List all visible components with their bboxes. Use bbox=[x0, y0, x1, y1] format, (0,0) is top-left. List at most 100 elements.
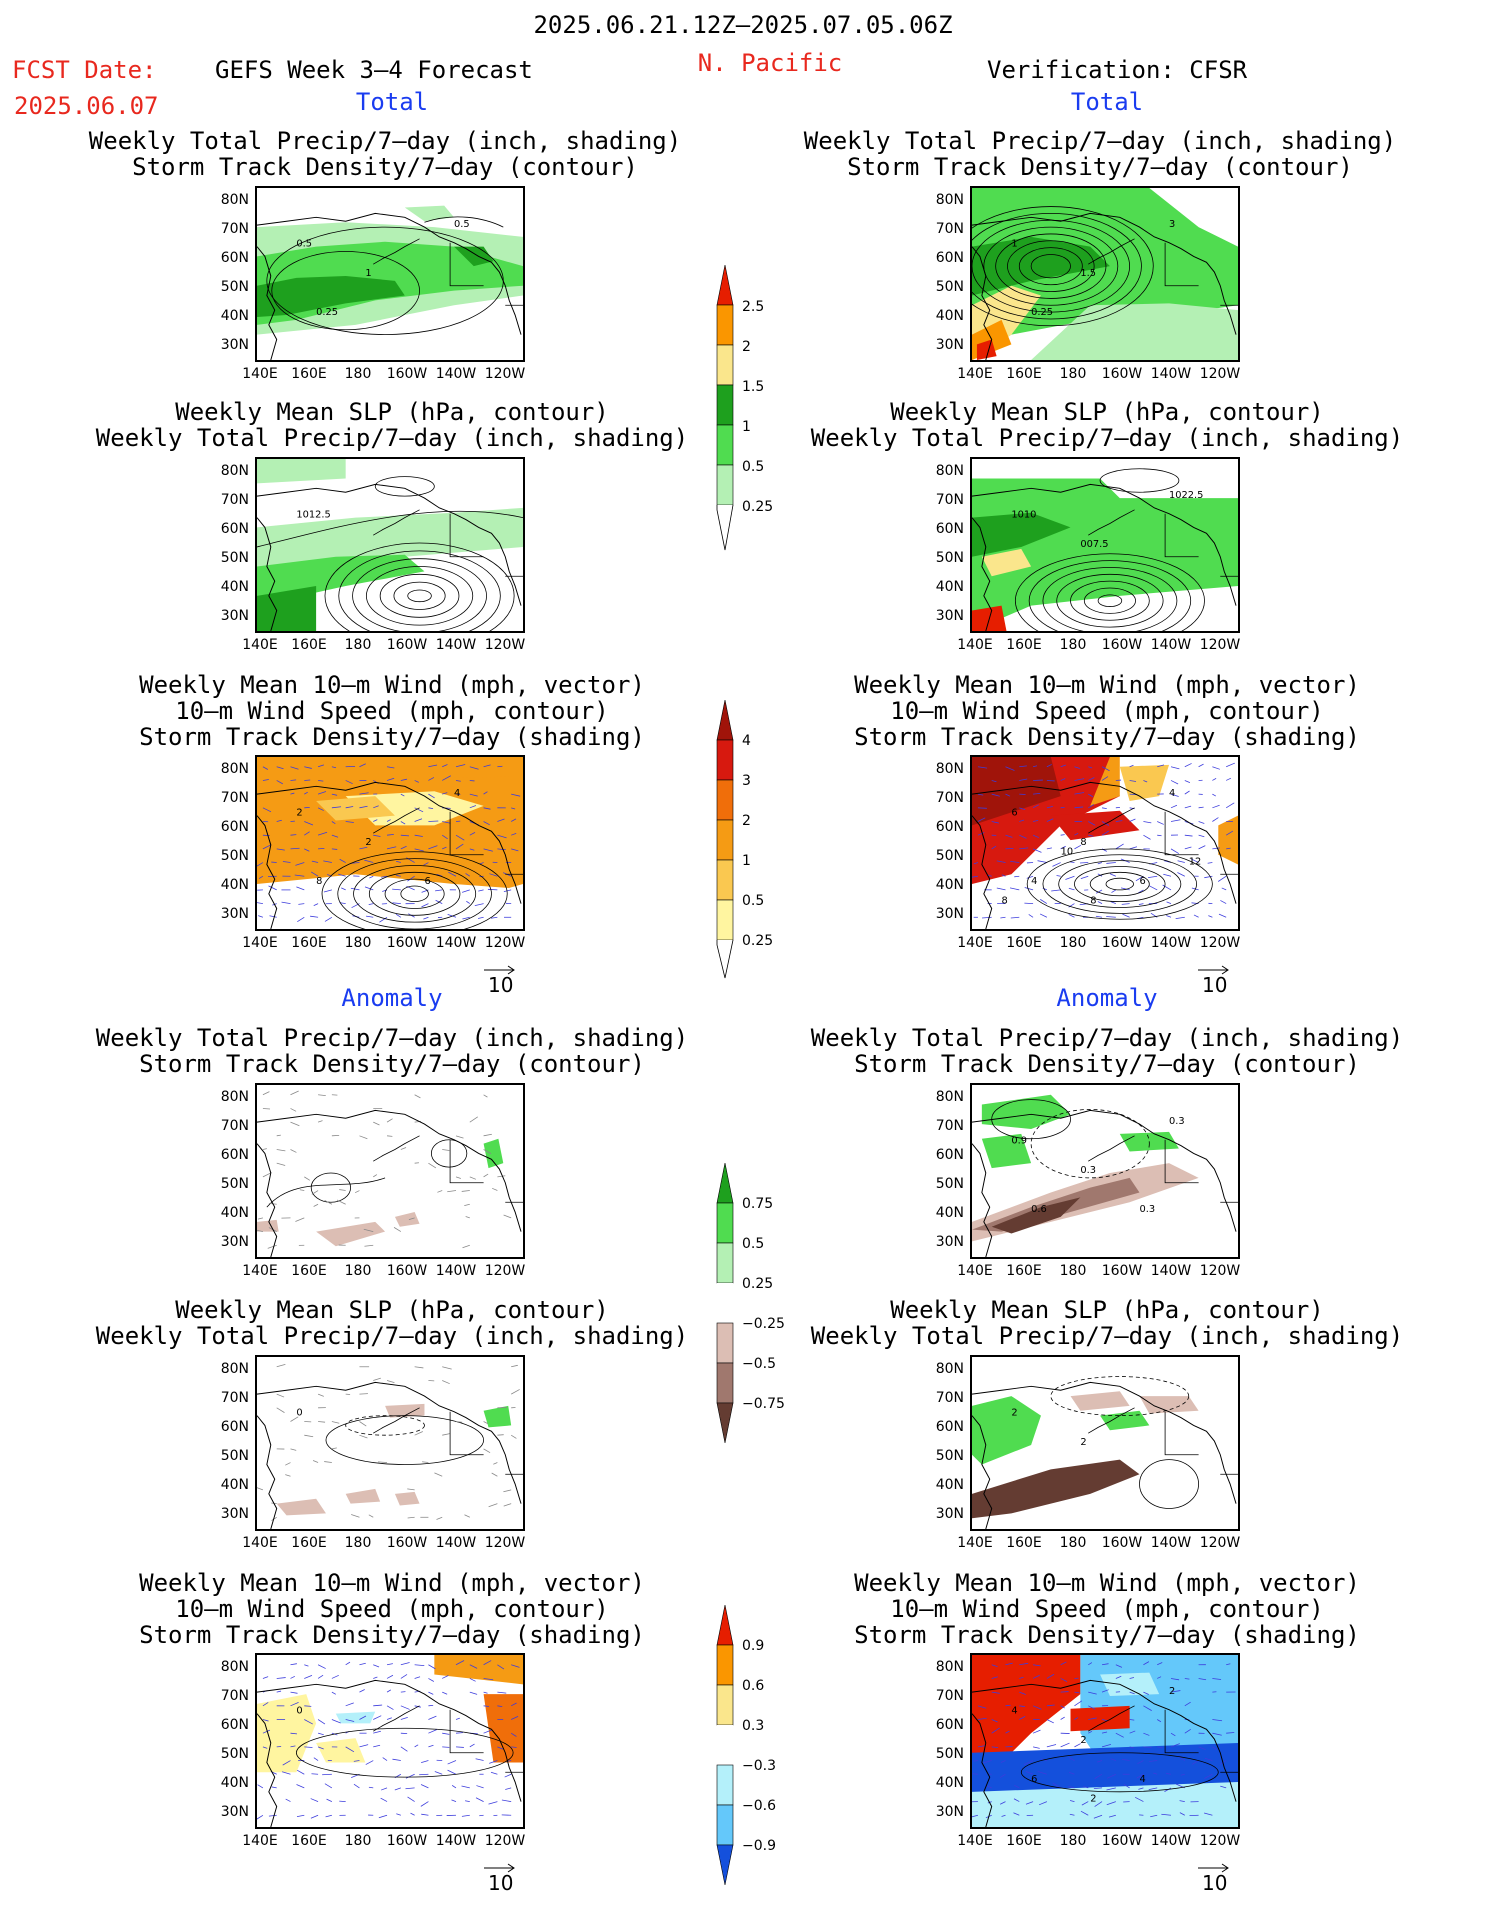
lon-tick-label: 160W bbox=[1101, 637, 1143, 653]
map-panel: 0 bbox=[255, 1355, 525, 1531]
colorbar-label: 2.5 bbox=[742, 299, 765, 315]
lat-tick-label: 30N bbox=[220, 906, 249, 922]
contour-label: 12 bbox=[1189, 857, 1202, 868]
map-plot: 0.5 1 0.5 0.25 bbox=[257, 205, 523, 360]
lon-tick-label: 140W bbox=[1150, 1535, 1192, 1551]
map-plot: 1 1.5 3 0.25 bbox=[972, 188, 1238, 360]
lon-tick-label: 160W bbox=[386, 935, 428, 951]
contour-label: 1012.5 bbox=[296, 510, 330, 521]
lat-tick-label: 70N bbox=[220, 1118, 249, 1134]
lon-tick-label: 160E bbox=[1006, 637, 1042, 653]
lon-tick-label: 180 bbox=[1059, 1263, 1087, 1279]
lon-tick-label: 160E bbox=[1006, 1263, 1042, 1279]
contour-label: 6 bbox=[1011, 808, 1017, 819]
contour-label: 6 bbox=[1031, 1774, 1037, 1785]
contour-label: 0 bbox=[296, 1706, 302, 1717]
colorbar-label: 0.25 bbox=[742, 933, 774, 949]
lon-tick-label: 140E bbox=[957, 637, 993, 653]
vector-reference-label: 10 bbox=[1202, 973, 1228, 997]
lon-tick-label: 160W bbox=[386, 366, 428, 382]
lat-tick-label: 60N bbox=[220, 1717, 249, 1733]
lat-tick-label: 30N bbox=[220, 1506, 249, 1522]
lon-tick-label: 180 bbox=[344, 935, 372, 951]
contour-label: 0.3 bbox=[1139, 1204, 1155, 1215]
section-anomaly-left: Anomaly bbox=[341, 984, 443, 1012]
panel-title: Weekly Mean SLP (hPa, contour) Weekly Tot… bbox=[95, 1296, 689, 1350]
lat-tick-label: 70N bbox=[935, 1390, 964, 1406]
section-anomaly-right: Anomaly bbox=[1056, 984, 1158, 1012]
lon-tick-label: 160W bbox=[1101, 1535, 1143, 1551]
map-plot: 0 bbox=[257, 1655, 523, 1827]
lon-tick-label: 140E bbox=[242, 1833, 278, 1849]
lon-tick-label: 140E bbox=[242, 1535, 278, 1551]
lat-tick-label: 30N bbox=[220, 1804, 249, 1820]
lat-tick-label: 60N bbox=[220, 1147, 249, 1163]
colorbar-track-total bbox=[716, 700, 734, 979]
lat-tick-label: 50N bbox=[220, 1448, 249, 1464]
lat-tick-label: 30N bbox=[935, 906, 964, 922]
lat-tick-label: 70N bbox=[935, 1118, 964, 1134]
lon-tick-label: 160W bbox=[1101, 935, 1143, 951]
contour-label: 2 bbox=[365, 837, 371, 848]
map-panel bbox=[255, 1083, 525, 1259]
contour-label: 0 bbox=[296, 1408, 302, 1419]
lat-tick-label: 50N bbox=[935, 550, 964, 566]
lat-tick-label: 70N bbox=[220, 790, 249, 806]
lat-tick-label: 70N bbox=[935, 221, 964, 237]
lon-tick-label: 120W bbox=[484, 1263, 526, 1279]
contour-label: 8 bbox=[316, 876, 322, 887]
lon-tick-label: 160E bbox=[291, 637, 327, 653]
lon-tick-label: 160W bbox=[386, 1535, 428, 1551]
lat-tick-label: 60N bbox=[220, 521, 249, 537]
colorbar-label: 0.25 bbox=[742, 1276, 774, 1292]
lat-tick-label: 40N bbox=[220, 1205, 249, 1221]
lat-tick-label: 40N bbox=[935, 579, 964, 595]
lon-tick-label: 120W bbox=[1199, 1833, 1241, 1849]
colorbar-label: 0.25 bbox=[742, 499, 774, 515]
contour-label: 0.25 bbox=[316, 307, 338, 318]
vector-reference-arrow bbox=[1198, 1863, 1229, 1873]
lat-tick-label: 70N bbox=[220, 1390, 249, 1406]
lon-tick-label: 180 bbox=[1059, 366, 1087, 382]
lon-tick-label: 160E bbox=[1006, 1833, 1042, 1849]
contour-label: 10 bbox=[1061, 847, 1074, 858]
lat-tick-label: 30N bbox=[935, 608, 964, 624]
lat-tick-label: 60N bbox=[220, 1419, 249, 1435]
vector-reference-arrow bbox=[484, 965, 515, 975]
lon-tick-label: 140E bbox=[957, 935, 993, 951]
lon-tick-label: 160W bbox=[386, 637, 428, 653]
colorbar-label: 0.3 bbox=[742, 1718, 765, 1734]
lon-tick-label: 120W bbox=[484, 637, 526, 653]
lat-tick-label: 70N bbox=[220, 1688, 249, 1704]
lon-tick-label: 120W bbox=[484, 1833, 526, 1849]
contour-label: 007.5 bbox=[1080, 539, 1108, 550]
lon-tick-label: 140W bbox=[435, 1833, 477, 1849]
lat-tick-label: 60N bbox=[935, 819, 964, 835]
fcst-date-value: 2025.06.07 bbox=[14, 92, 159, 120]
colorbar-label: −0.3 bbox=[742, 1758, 776, 1774]
contour-label: 6 bbox=[424, 876, 430, 887]
panel-title: Weekly Mean SLP (hPa, contour) Weekly Tot… bbox=[810, 398, 1404, 452]
lat-tick-label: 30N bbox=[935, 337, 964, 353]
vector-reference-arrow bbox=[484, 1863, 515, 1873]
section-total-left: Total bbox=[355, 88, 429, 116]
lon-tick-label: 140E bbox=[957, 1263, 993, 1279]
lat-tick-label: 80N bbox=[220, 463, 249, 479]
colorbar-track-anomaly bbox=[716, 1605, 734, 1886]
contour-label: 2 bbox=[296, 808, 302, 819]
lat-tick-label: 30N bbox=[935, 1506, 964, 1522]
contour-label: 0.6 bbox=[1031, 1204, 1047, 1215]
lon-tick-label: 140W bbox=[435, 366, 477, 382]
lat-tick-label: 30N bbox=[935, 1804, 964, 1820]
lon-tick-label: 180 bbox=[1059, 1535, 1087, 1551]
colorbar-label: 1 bbox=[742, 419, 751, 435]
panel-title: Weekly Mean 10–m Wind (mph, vector) 10–m … bbox=[854, 1569, 1360, 1649]
colorbar-label: 1.5 bbox=[742, 379, 765, 395]
contour-label: 1.5 bbox=[1080, 268, 1096, 279]
colorbar-label: 4 bbox=[742, 733, 751, 749]
lon-tick-label: 180 bbox=[344, 637, 372, 653]
contour-label: 4 bbox=[1011, 1706, 1017, 1717]
lon-tick-label: 120W bbox=[1199, 935, 1241, 951]
map-plot: 0.9 0.3 0.3 0.6 0.3 bbox=[972, 1094, 1238, 1257]
colorbar-precip-total bbox=[716, 265, 734, 551]
